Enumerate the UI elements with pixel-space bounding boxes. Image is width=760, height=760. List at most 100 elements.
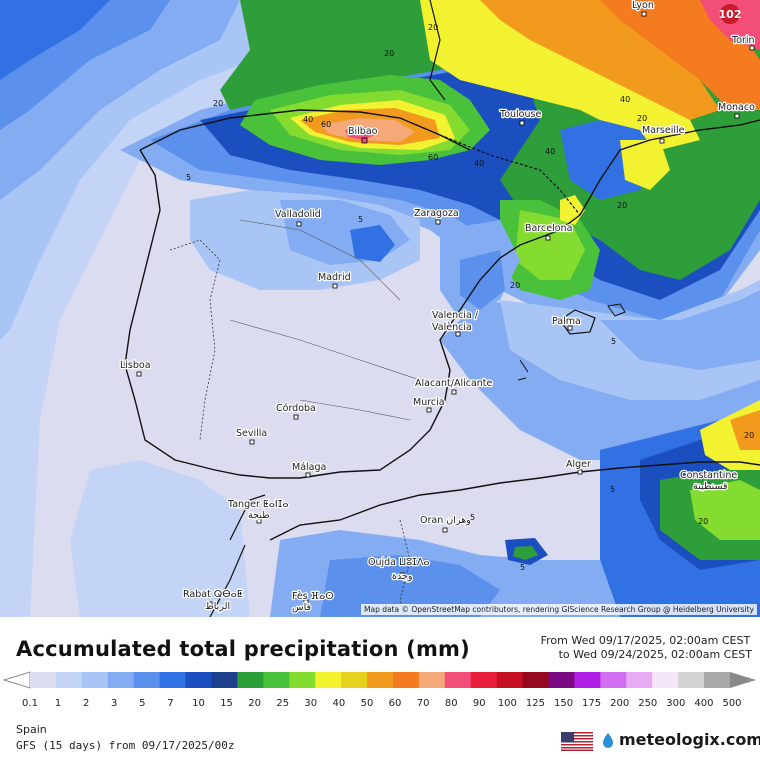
city-label: Bilbao [348, 126, 378, 137]
legend-swatch [315, 672, 342, 688]
legend-swatch [263, 672, 290, 688]
city-label: Torin [731, 35, 755, 46]
city-label: Barcelona [525, 223, 572, 234]
legend-swatch [418, 672, 446, 688]
page-title: Accumulated total precipitation (mm) [16, 637, 470, 661]
city-label: Sevilla [236, 428, 267, 439]
city-label: Alger [566, 459, 591, 470]
legend-swatch [652, 672, 679, 688]
city-label: وجدة [392, 571, 412, 582]
city-label: Málaga [292, 462, 326, 473]
contour-label: 5 [610, 485, 615, 494]
legend-tick-label: 400 [694, 698, 713, 709]
legend-swatch [704, 672, 731, 688]
legend-tick-label: 60 [389, 698, 402, 709]
contour-label: 20 [617, 201, 627, 210]
model-label: GFS (15 days) from 09/17/2025/00z [16, 739, 235, 752]
city-label: Rabat ⵕⴱⴰⵟ [183, 589, 243, 600]
legend-swatch [341, 672, 368, 688]
legend-swatch [159, 672, 187, 688]
contour-label: 20 [384, 49, 394, 58]
brand-name: meteologix.com [619, 730, 760, 749]
legend-swatch [211, 672, 238, 688]
legend-swatch [548, 672, 575, 688]
legend-swatch [600, 672, 627, 688]
contour-label: 40 [545, 147, 555, 156]
us-flag-icon[interactable] [561, 732, 593, 751]
contour-label: 20 [510, 281, 520, 290]
meteologix-logo-icon [603, 732, 613, 748]
city-label: Constantine [680, 470, 737, 481]
city-label: Oran وهران [420, 515, 471, 526]
legend-tick-label: 7 [167, 698, 173, 709]
legend-swatch [392, 672, 420, 688]
legend-swatch [470, 672, 498, 688]
city-label: Monaco [718, 102, 755, 113]
city-label: Fès ⴼⴰⵙ [292, 591, 334, 602]
legend-tick-label: 50 [361, 698, 374, 709]
legend-tick-label: 200 [610, 698, 629, 709]
legend-tick-label: 30 [304, 698, 317, 709]
contour-label: 5 [358, 215, 363, 224]
legend-arrow-low [2, 671, 31, 689]
legend-tick-label: 250 [638, 698, 657, 709]
legend-tick-label: 20 [248, 698, 261, 709]
map-attribution[interactable]: Map data © OpenStreetMap contributors, r… [361, 604, 757, 615]
contour-label: 40 [620, 95, 630, 104]
period-from: From Wed 09/17/2025, 02:00am CEST [540, 634, 751, 647]
legend-swatch [237, 672, 264, 688]
contour-label: 20 [637, 114, 647, 123]
legend-swatch [81, 672, 109, 688]
city-label: Marseille [642, 125, 685, 136]
city-label: طنجة [248, 510, 270, 521]
brand-logo[interactable]: meteologix.com [600, 730, 760, 749]
legend-tick-label: 40 [333, 698, 346, 709]
contour-label: 20 [213, 99, 223, 108]
period-to: to Wed 09/24/2025, 02:00am CEST [558, 648, 752, 661]
city-label: Toulouse [499, 109, 541, 120]
map-canvas: 20 20 40 60 20 40 60 40 20 40 5 5 20 20 … [0, 0, 760, 617]
region-label: Spain [16, 723, 47, 736]
city-label: Tanger ⵟⴰⵏⵊⴰ [227, 499, 289, 510]
city-label: Alacant/Alicante [415, 378, 493, 389]
time-period: From Wed 09/17/2025, 02:00am CEST to Wed… [541, 634, 752, 662]
legend-tick-label: 25 [276, 698, 289, 709]
legend-tick-label: 3 [111, 698, 117, 709]
contour-label: 60 [321, 120, 331, 129]
legend-tick-label: 100 [498, 698, 517, 709]
legend-tick-label: 2 [83, 698, 89, 709]
legend-swatch [30, 672, 57, 688]
city-label: فاس [292, 602, 311, 613]
contour-label: 20 [744, 431, 754, 440]
frame-badge: 102 [716, 3, 744, 25]
city-label: Palma [552, 316, 581, 327]
legend-tick-label: 500 [722, 698, 741, 709]
contour-label: 20 [428, 23, 438, 32]
legend-swatch [574, 672, 601, 688]
legend-bar: 0.1 1 2 3 5 7 10 15 20 25 30 40 50 60 70 80 90 100 125 150 1… [2, 671, 756, 709]
legend-swatch [133, 672, 161, 688]
city-label: Lyon [632, 0, 654, 11]
legend-tick-label: 1 [55, 698, 61, 709]
contour-label: 20 [698, 517, 708, 526]
city-label: Madrid [318, 272, 351, 283]
city-label: الرباط [205, 601, 230, 612]
frame-badge-text: 102 [719, 8, 742, 21]
contour-label: 40 [303, 115, 313, 124]
legend-swatch [626, 672, 653, 688]
contour-label: 60 [428, 153, 438, 162]
contour-label: 5 [470, 513, 475, 522]
legend-swatch [289, 672, 316, 688]
legend-tick-label: 0.1 [22, 698, 38, 709]
city-label: València [432, 322, 472, 333]
legend-tick-label: 300 [666, 698, 685, 709]
legend-tick-label: 125 [526, 698, 545, 709]
contour-label: 40 [474, 159, 484, 168]
precipitation-map[interactable]: 20 20 40 60 20 40 60 40 20 40 5 5 20 20 … [0, 0, 760, 617]
legend-swatch [107, 672, 135, 688]
city-label: Zaragoza [414, 208, 459, 219]
city-label: Oujda ⵡⵓⵊⴷⴰ [368, 557, 430, 568]
contour-label: 5 [611, 337, 616, 346]
city-label: Lisboa [120, 360, 151, 371]
legend-tick-label: 175 [582, 698, 601, 709]
